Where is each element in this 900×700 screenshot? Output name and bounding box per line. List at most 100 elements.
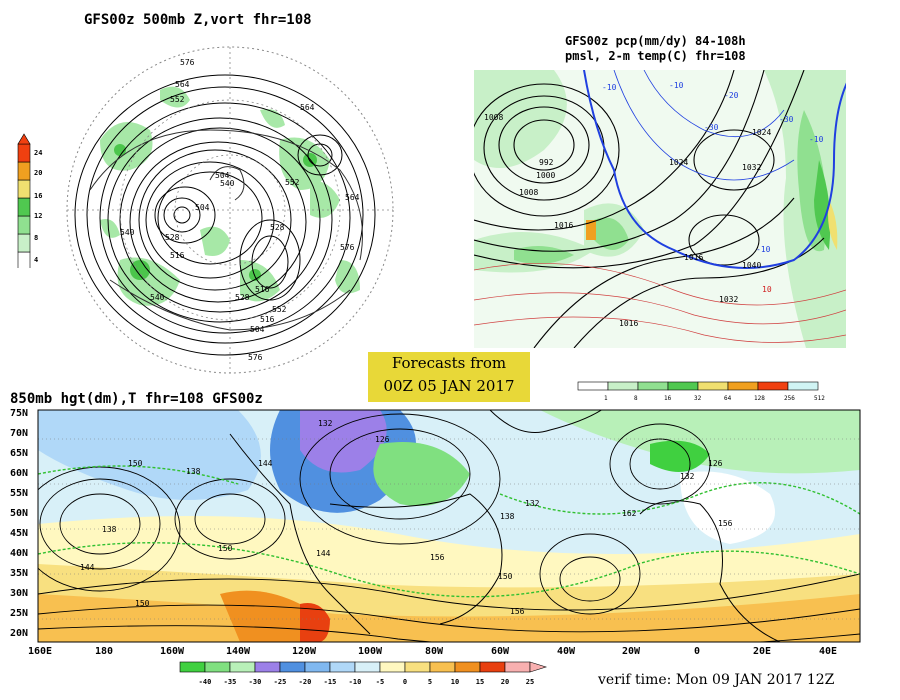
lon-label: 80W [425, 646, 444, 657]
pcp-color-swatch [577, 381, 609, 391]
height-label: 150 [498, 572, 513, 581]
temp-color-swatch [279, 661, 306, 673]
temp-tick: 25 [526, 678, 534, 686]
lat-label: 25N [10, 608, 28, 619]
temp-tick: -20 [299, 678, 312, 686]
isobar-label: 1016 [684, 253, 703, 262]
pcp-color-swatch [637, 381, 669, 391]
height-label: 138 [500, 512, 515, 521]
temp-color-swatch [354, 661, 381, 673]
contour-label: 504 [195, 203, 210, 212]
forecast-line-2: 00Z 05 JAN 2017 [383, 377, 515, 395]
pcp-color-swatch [607, 381, 639, 391]
lat-label: 30N [10, 588, 28, 599]
polar-500mb-map: 576 564 552 540 528 516 504 564 552 540 … [66, 46, 394, 374]
panel-500mb-title: GFS00z 500mb Z,vort fhr=108 [84, 12, 312, 28]
lat-label: 40N [10, 548, 28, 559]
lon-label: 180 [95, 646, 113, 657]
isobar-label: 1008 [484, 113, 503, 122]
temp-color-swatch [179, 661, 206, 673]
contour-label: 516 [170, 251, 185, 260]
isobar-label: 1024 [669, 158, 688, 167]
temp-tick: -30 [249, 678, 262, 686]
isobar-label: 1032 [742, 163, 761, 172]
vort-tick: 12 [34, 212, 42, 220]
panel-pcp-title-1: GFS00z pcp(mm/dy) 84-108h [565, 34, 746, 48]
height-label: 138 [186, 467, 201, 476]
temp-colorbar: -40 -35 -30 -25 -20 -15 -10 -5 0 5 10 15 20 25 [179, 661, 548, 686]
height-label: 144 [258, 459, 273, 468]
lon-label: 160E [28, 646, 52, 657]
isobar-label: 1008 [519, 188, 538, 197]
vort-color-swatch [17, 197, 31, 217]
vort-color-swatch [17, 251, 31, 268]
contour-label: 540 [220, 179, 235, 188]
contour-label: 504 [250, 325, 265, 334]
map-850mb: 132 126 150 138 144 132 138 150 144 156 … [10, 408, 861, 657]
contour-label: 504 [215, 171, 230, 180]
pcp-color-swatch [727, 381, 759, 391]
contour-label: 564 [175, 80, 190, 89]
lon-label: 160W [160, 646, 185, 657]
contour-label: 564 [300, 103, 315, 112]
contour-label: 528 [235, 293, 250, 302]
height-label: 150 [128, 459, 143, 468]
vort-tick: 20 [34, 169, 42, 177]
height-label: 150 [218, 544, 233, 553]
lat-label: 45N [10, 528, 28, 539]
height-label: 150 [135, 599, 150, 608]
lon-label: 100W [358, 646, 383, 657]
contour-label: 564 [345, 193, 360, 202]
vort-color-swatch [17, 233, 31, 253]
contour-label: 552 [170, 95, 185, 104]
temp-color-swatch [329, 661, 356, 673]
pcp-tick: 32 [694, 395, 702, 402]
height-label: 144 [316, 549, 331, 558]
lon-label: 60W [491, 646, 510, 657]
temp-tick: -35 [224, 678, 237, 686]
pcp-color-swatch [787, 381, 819, 391]
contour-label: 576 [248, 353, 263, 362]
temp-color-swatch [479, 661, 506, 673]
pcp-pmsl-map: 1008 992 1000 1008 1016 1016 1024 1032 1… [474, 70, 846, 348]
temp-color-swatch [379, 661, 406, 673]
temp-color-swatch [454, 661, 481, 673]
vort-tick: 16 [34, 192, 42, 200]
height-label: 132 [318, 419, 333, 428]
lon-label: 20E [753, 646, 771, 657]
height-label: 156 [718, 519, 733, 528]
lon-label: 120W [292, 646, 317, 657]
contour-label: 552 [285, 178, 300, 187]
vort-tick: 8 [34, 234, 38, 242]
forecast-info-box: Forecasts from 00Z 05 JAN 2017 [368, 352, 530, 402]
vort-tick: 24 [34, 149, 42, 157]
panel-850mb-title: 850mb hgt(dm),T fhr=108 GFS00z [10, 391, 263, 407]
isobar-label: 1024 [752, 128, 771, 137]
pcp-tick: 1 [604, 395, 608, 402]
pcp-tick: 128 [754, 395, 765, 402]
temp-tick: 15 [476, 678, 484, 686]
pcp-tick: 512 [814, 395, 825, 402]
lat-label: 55N [10, 488, 28, 499]
temp-label: -10 [756, 245, 771, 254]
pcp-tick: 8 [634, 395, 638, 402]
lon-label: 0 [694, 646, 700, 657]
temp-tick: -25 [274, 678, 287, 686]
forecast-line-1: Forecasts from [391, 354, 507, 372]
temp-label: -30 [779, 115, 794, 124]
height-label: 132 [525, 499, 540, 508]
temp-label: -20 [724, 91, 739, 100]
vort-color-swatch [17, 143, 31, 163]
pcp-tick: 16 [664, 395, 672, 402]
pcp-color-swatch [757, 381, 789, 391]
vort-tick: 4 [34, 256, 38, 264]
lon-label: 140W [226, 646, 251, 657]
temp-color-swatch [304, 661, 331, 673]
colorbar-arrow [529, 661, 548, 673]
lat-label: 65N [10, 448, 28, 459]
lat-label: 20N [10, 628, 28, 639]
verif-time: verif time: Mon 09 JAN 2017 12Z [598, 672, 835, 688]
temp-tick: -40 [199, 678, 212, 686]
pcp-color-swatch [667, 381, 699, 391]
contour-label: 528 [165, 233, 180, 242]
